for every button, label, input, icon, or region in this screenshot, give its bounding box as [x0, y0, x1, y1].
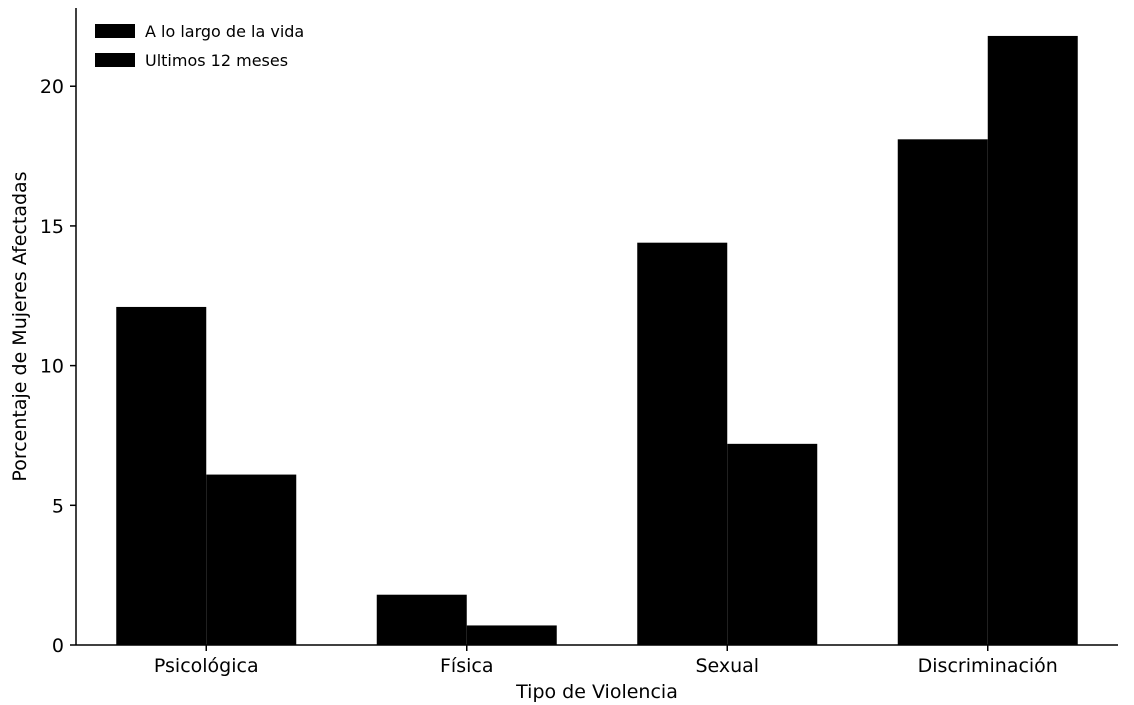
- y-tick-label: 10: [40, 356, 64, 378]
- bar-lifetime-0: [116, 306, 207, 645]
- bar-last-12-months-2: [727, 443, 818, 645]
- y-axis-title: Porcentaje de Mujeres Afectadas: [9, 171, 31, 481]
- bar-lifetime-2: [637, 242, 728, 645]
- y-tick-label: 15: [40, 216, 64, 238]
- legend: A lo largo de la vida Ultimos 12 meses: [95, 22, 304, 70]
- x-tick-label: Física: [440, 655, 493, 677]
- legend-label: Ultimos 12 meses: [145, 51, 288, 70]
- x-tick-label: Sexual: [695, 655, 759, 677]
- bars-layer: [116, 35, 1078, 645]
- x-tick-label: Discriminación: [918, 655, 1058, 677]
- axes-layer: [75, 8, 1118, 646]
- bar-lifetime-3: [897, 139, 988, 645]
- bar-last-12-months-1: [466, 625, 557, 645]
- bar-last-12-months-0: [206, 474, 297, 645]
- bar-lifetime-1: [376, 594, 467, 645]
- bar-last-12-months-3: [987, 35, 1078, 645]
- y-tick-label: 0: [52, 635, 64, 657]
- legend-swatch: [95, 24, 135, 38]
- legend-swatch: [95, 53, 135, 67]
- y-ticks: 0 5 10 15 20: [40, 76, 76, 657]
- x-axis-title: Tipo de Violencia: [515, 681, 678, 703]
- x-tick-label: Psicológica: [154, 655, 259, 677]
- legend-label: A lo largo de la vida: [145, 22, 304, 41]
- x-ticks: Psicológica Física Sexual Discriminación: [154, 645, 1058, 677]
- y-tick-label: 20: [40, 76, 64, 98]
- y-tick-label: 5: [52, 495, 64, 517]
